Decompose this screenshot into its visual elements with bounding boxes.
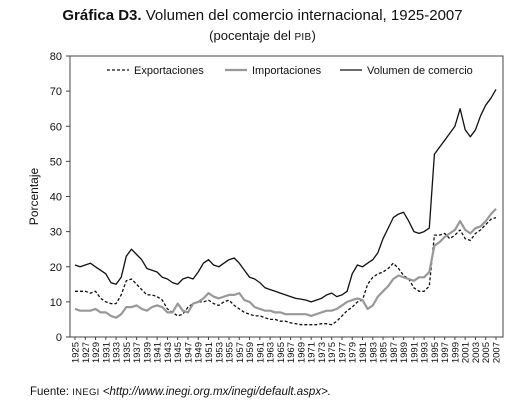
x-tick-label: 1931 <box>101 342 112 363</box>
x-tick-label: 1969 <box>296 342 307 363</box>
x-tick-label: 1937 <box>132 342 143 363</box>
x-tick-label: 1957 <box>235 342 246 363</box>
subtitle-pib: PIB <box>294 32 312 43</box>
x-tick-label: 1993 <box>420 342 431 363</box>
x-tick-label: 1965 <box>276 342 287 363</box>
y-tick-label: 0 <box>56 332 62 344</box>
x-tick-label: 1955 <box>225 342 236 363</box>
x-tick-label: 1981 <box>358 342 369 363</box>
series-line-exportaciones <box>75 216 497 326</box>
y-tick-label: 20 <box>50 262 62 274</box>
x-tick-label: 1961 <box>255 342 266 363</box>
x-tick-label: 2005 <box>481 342 492 363</box>
source-org: INEGI <box>72 387 100 398</box>
x-tick-label: 1975 <box>327 342 338 363</box>
x-tick-label: 1945 <box>173 342 184 363</box>
subtitle-post: ) <box>311 28 316 43</box>
x-tick-label: 1939 <box>142 342 153 363</box>
source-note: Fuente: INEGI <http://www.inegi.org.mx/i… <box>30 386 331 398</box>
x-tick-label: 1933 <box>112 342 123 363</box>
x-tick-label: 1947 <box>183 342 194 363</box>
x-tick-label: 1941 <box>153 342 164 363</box>
x-tick-label: 2001 <box>461 342 472 363</box>
x-tick-label: 1925 <box>71 342 82 363</box>
y-tick-label: 50 <box>50 156 62 168</box>
x-tick-label: 1987 <box>389 342 400 363</box>
x-tick-label: 1985 <box>379 342 390 363</box>
y-tick-label: 40 <box>50 192 62 204</box>
chart-title-label: Gráfica D3. <box>62 7 142 24</box>
chart-subtitle: (pocentaje del PIB) <box>0 28 525 46</box>
chart-title: Gráfica D3. Volumen del comercio interna… <box>0 6 525 25</box>
x-tick-label: 1927 <box>81 342 92 363</box>
source-prefix: Fuente: <box>30 386 73 398</box>
x-tick-label: 1951 <box>204 342 215 363</box>
x-tick-label: 1967 <box>286 342 297 363</box>
x-tick-label: 1979 <box>348 342 359 363</box>
legend-label: Volumen de comercio <box>367 65 473 77</box>
y-axis-label: Porcentaje <box>27 167 41 225</box>
x-tick-label: 1989 <box>399 342 410 363</box>
x-tick-label: 1973 <box>317 342 328 363</box>
y-tick-label: 70 <box>50 86 62 98</box>
x-tick-label: 1983 <box>368 342 379 363</box>
x-tick-label: 1959 <box>245 342 256 363</box>
legend-label: Exportaciones <box>134 65 204 77</box>
series-line-volumen-de-comercio <box>74 89 497 303</box>
x-tick-label: 2007 <box>492 342 503 363</box>
series-line-importaciones <box>74 208 497 319</box>
x-tick-label: 1963 <box>266 342 277 363</box>
y-tick-label: 30 <box>50 227 62 239</box>
y-tick-label: 80 <box>50 51 62 63</box>
chart-title-text: Volumen del comercio internacional, 1925… <box>141 7 463 24</box>
x-tick-label: 1991 <box>409 342 420 363</box>
x-tick-label: 2003 <box>471 342 482 363</box>
x-tick-label: 1997 <box>440 342 451 363</box>
x-tick-label: 1935 <box>122 342 133 363</box>
y-tick-label: 60 <box>50 121 62 133</box>
x-tick-label: 1953 <box>214 342 225 363</box>
subtitle-pre: (pocentaje del <box>209 28 295 43</box>
x-tick-label: 1929 <box>91 342 102 363</box>
x-tick-label: 1949 <box>194 342 205 363</box>
x-tick-label: 1943 <box>163 342 174 363</box>
source-url: <http://www.inegi.org.mx/inegi/default.a… <box>99 386 331 398</box>
x-tick-label: 1971 <box>307 342 318 363</box>
x-tick-label: 1999 <box>450 342 461 363</box>
x-tick-label: 1995 <box>430 342 441 363</box>
x-tick-label: 1977 <box>337 342 348 363</box>
y-tick-label: 10 <box>50 297 62 309</box>
legend-label: Importaciones <box>252 65 322 77</box>
